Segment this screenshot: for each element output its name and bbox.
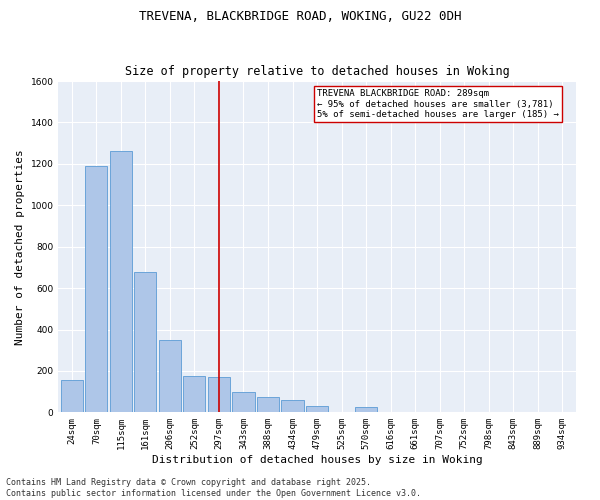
X-axis label: Distribution of detached houses by size in Woking: Distribution of detached houses by size … <box>152 455 482 465</box>
Text: Contains HM Land Registry data © Crown copyright and database right 2025.
Contai: Contains HM Land Registry data © Crown c… <box>6 478 421 498</box>
Text: TREVENA, BLACKBRIDGE ROAD, WOKING, GU22 0DH: TREVENA, BLACKBRIDGE ROAD, WOKING, GU22 … <box>139 10 461 23</box>
Title: Size of property relative to detached houses in Woking: Size of property relative to detached ho… <box>125 66 509 78</box>
Bar <box>355 407 377 412</box>
Bar <box>281 400 304 412</box>
Text: TREVENA BLACKBRIDGE ROAD: 289sqm
← 95% of detached houses are smaller (3,781)
5%: TREVENA BLACKBRIDGE ROAD: 289sqm ← 95% o… <box>317 90 559 119</box>
Bar <box>110 152 132 412</box>
Bar <box>184 376 205 412</box>
Y-axis label: Number of detached properties: Number of detached properties <box>15 149 25 344</box>
Bar <box>85 166 107 412</box>
Bar <box>306 406 328 412</box>
Bar <box>208 377 230 412</box>
Bar <box>159 340 181 412</box>
Bar <box>232 392 254 412</box>
Bar <box>257 397 279 412</box>
Bar <box>61 380 83 412</box>
Bar <box>134 272 157 412</box>
